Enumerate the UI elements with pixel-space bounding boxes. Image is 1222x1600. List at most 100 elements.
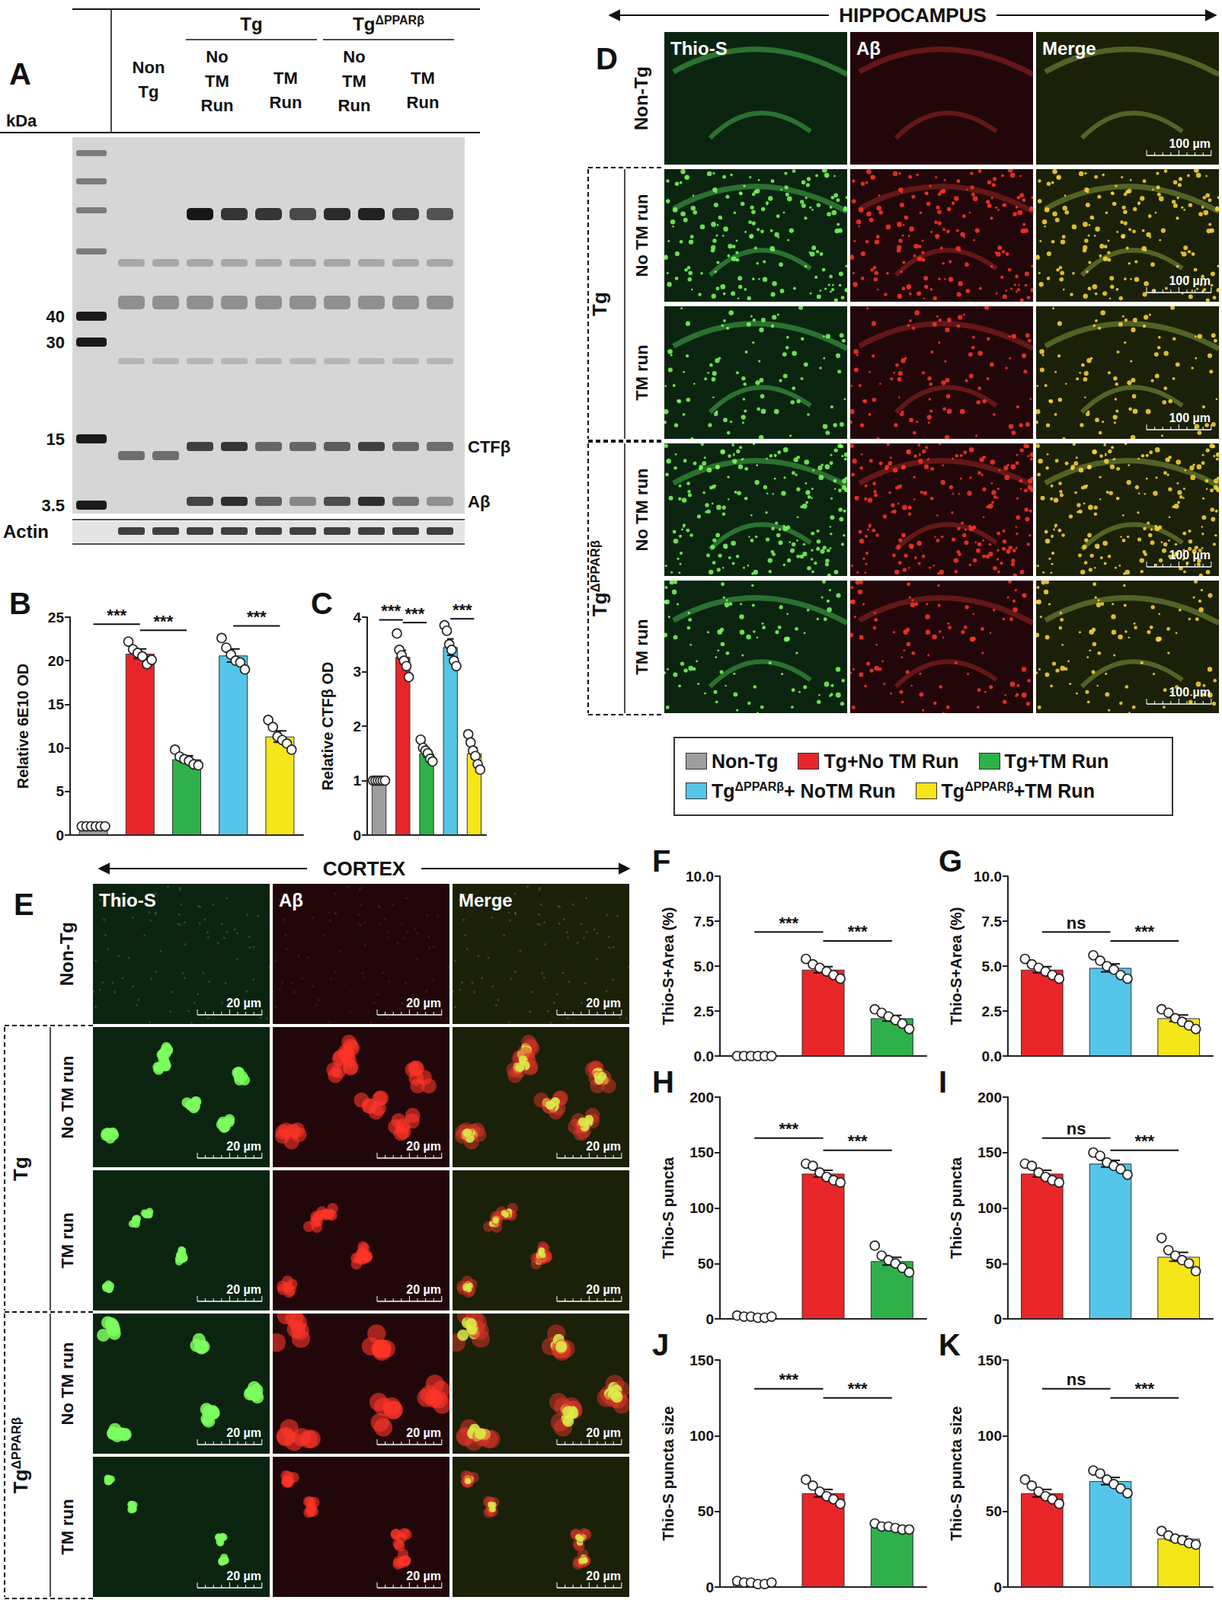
svg-text:0.0: 0.0 [982, 1048, 1002, 1065]
svg-text:Relative CTFβ OD: Relative CTFβ OD [319, 662, 336, 791]
svg-text:***: *** [246, 607, 267, 627]
svg-text:Thio-S: Thio-S [670, 38, 728, 59]
svg-text:100 µm: 100 µm [1168, 685, 1211, 699]
svg-text:Thio-S: Thio-S [99, 889, 157, 911]
svg-text:CORTEX: CORTEX [323, 857, 407, 880]
svg-text:10: 10 [47, 739, 64, 756]
svg-text:20 µm: 20 µm [226, 1426, 262, 1440]
svg-text:No TM run: No TM run [57, 1055, 77, 1139]
svg-text:Thio-S puncta: Thio-S puncta [659, 1156, 677, 1259]
svg-text:2: 2 [352, 718, 362, 735]
svg-text:100 µm: 100 µm [1168, 548, 1211, 562]
svg-text:Run: Run [406, 92, 440, 112]
svg-text:Tg: Tg [588, 291, 611, 317]
svg-text:50: 50 [985, 1255, 1002, 1272]
svg-text:50: 50 [697, 1503, 714, 1520]
svg-text:2.5: 2.5 [694, 1003, 715, 1020]
svg-text:TM run: TM run [57, 1212, 77, 1268]
svg-text:No TM run: No TM run [632, 194, 652, 278]
svg-text:ns: ns [1066, 1119, 1087, 1139]
svg-text:Run: Run [201, 95, 234, 116]
svg-text:15: 15 [46, 429, 65, 449]
svg-text:Aβ: Aβ [856, 38, 881, 59]
svg-text:0: 0 [352, 827, 362, 844]
svg-text:***: *** [847, 1131, 868, 1151]
svg-text:TgΔPPARβ: TgΔPPARβ [9, 1417, 33, 1494]
svg-text:***: *** [106, 605, 127, 625]
svg-text:20 µm: 20 µm [226, 1569, 262, 1583]
svg-text:***: *** [778, 913, 799, 933]
svg-text:7.5: 7.5 [982, 913, 1003, 930]
svg-text:0: 0 [993, 1311, 1002, 1328]
svg-text:0: 0 [705, 1311, 714, 1328]
svg-text:***: *** [452, 600, 473, 620]
svg-text:Run: Run [269, 92, 303, 112]
svg-text:TM: TM [342, 71, 367, 91]
svg-text:15: 15 [47, 696, 65, 713]
svg-text:150: 150 [689, 1144, 714, 1161]
svg-text:TM run: TM run [632, 618, 652, 675]
svg-text:Non: Non [132, 57, 166, 77]
svg-text:100: 100 [689, 1199, 714, 1216]
svg-text:10.0: 10.0 [973, 868, 1002, 885]
svg-text:ns: ns [1066, 1369, 1087, 1389]
svg-text:Actin: Actin [3, 521, 49, 542]
svg-text:20 µm: 20 µm [585, 1426, 621, 1440]
svg-text:Thio-S puncta size: Thio-S puncta size [947, 1406, 965, 1542]
svg-text:ns: ns [1066, 913, 1087, 933]
svg-text:0.0: 0.0 [694, 1048, 714, 1065]
svg-text:TM: TM [204, 71, 230, 91]
svg-text:1: 1 [352, 772, 362, 789]
svg-text:Relative 6E10 OD: Relative 6E10 OD [14, 663, 32, 790]
svg-text:TM: TM [410, 68, 436, 88]
svg-text:5: 5 [55, 783, 64, 800]
svg-text:Tg: Tg [239, 13, 263, 35]
svg-text:150: 150 [977, 1352, 1002, 1369]
svg-text:20 µm: 20 µm [406, 1282, 442, 1296]
svg-text:0: 0 [705, 1579, 714, 1596]
svg-text:TgΔPPARβ: TgΔPPARβ [352, 13, 425, 36]
svg-text:Thio-S puncta size: Thio-S puncta size [659, 1406, 677, 1542]
svg-text:3: 3 [352, 663, 362, 680]
svg-text:10.0: 10.0 [685, 868, 714, 885]
svg-text:No TM run: No TM run [57, 1342, 77, 1426]
svg-text:20 µm: 20 µm [226, 1139, 262, 1153]
svg-text:TM run: TM run [632, 344, 652, 400]
svg-text:Aβ: Aβ [467, 492, 490, 512]
svg-text:0: 0 [55, 827, 64, 844]
svg-text:***: *** [1134, 921, 1155, 941]
svg-text:20 µm: 20 µm [226, 1282, 262, 1296]
svg-text:***: *** [778, 1119, 799, 1139]
svg-text:100: 100 [689, 1427, 714, 1444]
svg-text:20: 20 [47, 652, 64, 669]
svg-text:40: 40 [46, 307, 65, 327]
svg-text:Tg: Tg [9, 1156, 32, 1181]
svg-text:50: 50 [985, 1503, 1002, 1520]
svg-text:200: 200 [689, 1089, 714, 1106]
svg-text:100: 100 [977, 1427, 1002, 1444]
svg-text:20 µm: 20 µm [406, 1139, 442, 1153]
svg-text:25: 25 [47, 609, 65, 626]
svg-text:100 µm: 100 µm [1168, 274, 1211, 288]
svg-text:150: 150 [977, 1144, 1002, 1161]
svg-text:100 µm: 100 µm [1168, 411, 1211, 425]
svg-text:4: 4 [352, 609, 362, 626]
svg-text:Aβ: Aβ [278, 889, 304, 911]
svg-text:***: *** [1134, 1378, 1155, 1398]
svg-text:20 µm: 20 µm [406, 1426, 442, 1440]
svg-text:No: No [205, 47, 228, 67]
svg-text:HIPPOCAMPUS: HIPPOCAMPUS [838, 3, 987, 27]
svg-text:***: *** [847, 1378, 868, 1398]
svg-text:***: *** [1134, 1131, 1155, 1151]
svg-text:20 µm: 20 µm [406, 996, 442, 1010]
svg-text:0: 0 [993, 1579, 1002, 1596]
svg-text:***: *** [380, 601, 401, 621]
svg-text:kDa: kDa [6, 111, 38, 131]
svg-text:Merge: Merge [1042, 38, 1097, 59]
svg-text:CTFβ: CTFβ [467, 437, 511, 457]
svg-text:100 µm: 100 µm [1168, 137, 1211, 151]
svg-text:30: 30 [46, 332, 65, 352]
svg-text:100: 100 [977, 1199, 1002, 1216]
svg-text:200: 200 [977, 1089, 1002, 1106]
svg-text:2.5: 2.5 [982, 1003, 1003, 1020]
